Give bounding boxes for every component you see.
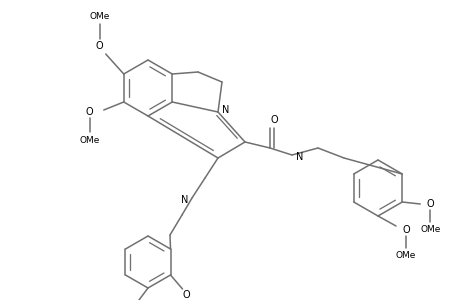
Text: OMe: OMe: [395, 251, 415, 260]
Text: N: N: [222, 105, 229, 115]
Text: O: O: [401, 225, 409, 235]
Text: OMe: OMe: [419, 226, 439, 235]
Text: O: O: [86, 107, 93, 117]
Text: O: O: [425, 199, 433, 209]
Text: OMe: OMe: [90, 11, 110, 20]
Text: N: N: [295, 152, 303, 162]
Text: O: O: [96, 41, 103, 51]
Text: N: N: [180, 195, 188, 205]
Text: O: O: [269, 115, 277, 125]
Text: O: O: [182, 290, 190, 300]
Text: OMe: OMe: [79, 136, 100, 145]
